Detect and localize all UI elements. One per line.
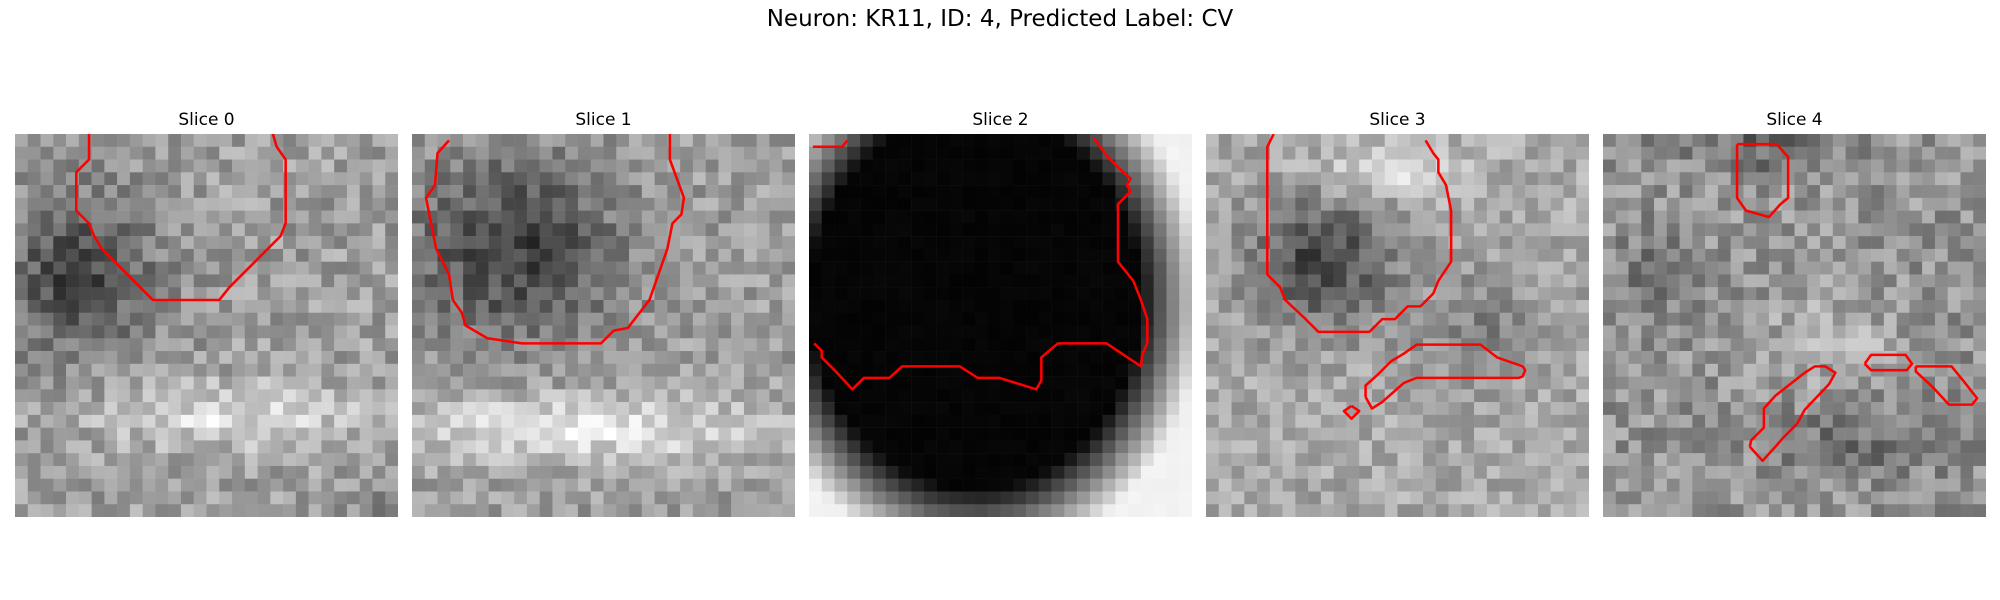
slice-panel-4: Slice 4: [1603, 108, 1986, 517]
contour-line: [1748, 365, 1837, 463]
slice-image: [1206, 134, 1589, 517]
slice-panel-2: Slice 2: [809, 108, 1192, 517]
figure-title: Neuron: KR11, ID: 4, Predicted Label: CV: [766, 6, 1234, 32]
slice-title: Slice 3: [1369, 110, 1426, 130]
slice-title: Slice 4: [1766, 110, 1823, 130]
contour-line: [813, 137, 1149, 391]
slice-panel-0: Slice 0: [15, 108, 398, 517]
contour-line: [1364, 343, 1527, 410]
slice-image: [809, 134, 1192, 517]
contour-line: [1914, 365, 1979, 406]
contour-line: [1735, 142, 1790, 219]
slice-pixels: [15, 134, 398, 517]
slice-image: [412, 134, 795, 517]
slice-pixels: [1603, 134, 1986, 517]
contour-line: [1863, 353, 1914, 372]
contour-line: [424, 134, 686, 345]
slice-pixels: [809, 134, 1192, 517]
slice-panel-1: Slice 1: [412, 108, 795, 517]
contour-line: [1266, 134, 1453, 334]
contour-line: [1342, 404, 1361, 420]
contour-line: [812, 139, 849, 149]
slice-title: Slice 1: [575, 110, 632, 130]
slice-title: Slice 0: [178, 110, 235, 130]
slice-title: Slice 2: [972, 110, 1029, 130]
slice-image: [15, 134, 398, 517]
slice-image: [1603, 134, 1986, 517]
slice-pixels: [1206, 134, 1589, 517]
contour-line: [75, 134, 287, 302]
slice-panel-3: Slice 3: [1206, 108, 1589, 517]
slice-pixels: [412, 134, 795, 517]
